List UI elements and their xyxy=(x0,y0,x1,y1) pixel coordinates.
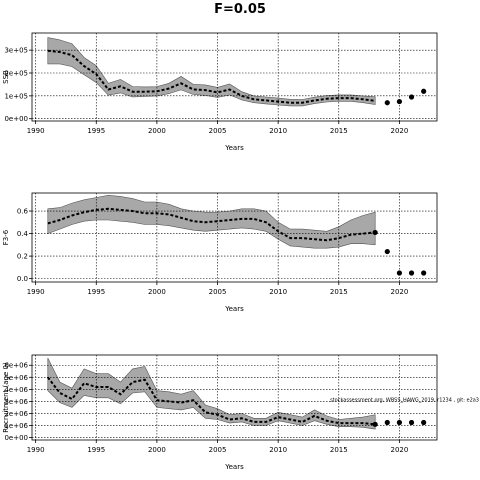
ssb-projection-point xyxy=(421,88,427,94)
fishing-mortality-x-tick-label: 2005 xyxy=(209,288,227,296)
ssb-x-axis-label: Years xyxy=(224,144,244,152)
ssb-x-tick-label: 2005 xyxy=(209,127,227,135)
ssb-panel: 1990 1995 2000 2005 2010 2015 2020 0e+00 1e+05 2e… xyxy=(2,32,438,152)
recruitment-y-tick-label: 6e+06 xyxy=(4,362,28,370)
fishing-mortality-x-tick-label: 1995 xyxy=(87,288,105,296)
recruitment-y-tick-label: 3e+06 xyxy=(4,398,28,406)
fishing-mortality-y-axis-label: F3-6 xyxy=(2,229,10,245)
fishing-mortality-x-tick-label: 2020 xyxy=(390,288,408,296)
recruitment-projection-point xyxy=(396,419,403,426)
ssb-x-tick-label: 1995 xyxy=(87,127,105,135)
recruitment-x-tick-label: 2020 xyxy=(390,446,408,454)
ssb-y-axis-label: SSB xyxy=(2,70,10,84)
recruitment-axes-frame xyxy=(31,354,438,441)
recruitment-y-tick-label: 4e+06 xyxy=(4,386,28,394)
recruitment-x-tick-label: 2005 xyxy=(209,446,227,454)
ssb-axes-frame xyxy=(31,32,438,122)
fishing-mortality-y-tick-label: 0.4 xyxy=(17,230,29,238)
recruitment-y-axis-label: Recruitment (age 0) xyxy=(2,362,10,433)
recruitment-x-tick-label: 2015 xyxy=(330,446,348,454)
fishing-mortality-x-tick-label: 1990 xyxy=(27,288,45,296)
recruitment-projection-point xyxy=(408,419,415,426)
recruitment-confidence-band xyxy=(47,357,376,430)
recruitment-y-tick-label: 2e+06 xyxy=(4,410,28,418)
fishing-mortality-y-tick-label: 0.2 xyxy=(17,253,28,261)
ssb-confidence-band xyxy=(47,37,376,107)
fishing-mortality-axes-frame xyxy=(31,192,438,283)
ssb-x-tick-label: 2000 xyxy=(148,127,166,135)
ssb-x-tick-label: 2010 xyxy=(269,127,287,135)
fishing-mortality-x-tick-label: 2000 xyxy=(148,288,166,296)
ssb-x-tick-label: 2015 xyxy=(330,127,348,135)
recruitment-y-tick-label: 1e+06 xyxy=(4,422,28,430)
fishing-mortality-projection-point xyxy=(408,270,415,276)
recruitment-x-tick-label: 1995 xyxy=(87,446,105,454)
ssb-median-line xyxy=(47,49,376,104)
ssb-y-tick-label: 1e+05 xyxy=(4,92,28,100)
fishing-mortality-y-tick-label: 0.6 xyxy=(17,208,29,216)
fishing-mortality-panel: 1990 1995 2000 2005 2010 2015 2020 0.0 0.2 0.4 0.6… xyxy=(2,192,438,313)
fishing-mortality-median-line xyxy=(47,207,376,242)
recruitment-x-tick-label: 1990 xyxy=(27,446,45,454)
ssb-y-tick-label: 0e+00 xyxy=(4,115,28,123)
recruitment-panel: 1990 1995 2000 2005 2010 2015 2020 0e+00 1e+06 2e… xyxy=(2,354,479,471)
ssb-projection-point xyxy=(396,98,403,105)
recruitment-projection-point xyxy=(372,421,378,427)
fishing-mortality-projection-point xyxy=(421,270,427,276)
ssb-y-tick-label: 3e+05 xyxy=(4,47,28,55)
recruitment-projection-point xyxy=(384,419,390,426)
recruitment-median-line xyxy=(47,376,376,426)
recruitment-projection-point xyxy=(421,419,427,426)
fishing-mortality-x-tick-label: 2015 xyxy=(330,288,348,296)
fishing-mortality-x-axis-label: Years xyxy=(224,305,244,313)
ssb-x-tick-label: 2020 xyxy=(390,127,408,135)
recruitment-y-tick-label: 0e+00 xyxy=(4,434,28,442)
recruitment-annotation: stockassessment.org, WBSS_HAWG_2019, r12… xyxy=(330,398,479,404)
ssb-x-tick-label: 1990 xyxy=(27,127,45,135)
fishing-mortality-x-tick-label: 2010 xyxy=(269,288,287,296)
figure-title: F=0.05 xyxy=(214,2,266,17)
ssb-y-tick-label: 2e+05 xyxy=(4,70,28,78)
ssb-projection-point xyxy=(408,94,415,100)
fishing-mortality-projection-point xyxy=(396,270,403,276)
recruitment-x-tick-label: 2010 xyxy=(269,446,287,454)
recruitment-x-axis-label: Years xyxy=(224,463,244,471)
recruitment-y-tick-label: 5e+06 xyxy=(4,374,28,382)
fishing-mortality-projection-point xyxy=(372,229,378,236)
fishing-mortality-projection-point xyxy=(384,248,390,255)
fishing-mortality-y-tick-label: 0.0 xyxy=(17,275,28,283)
ssb-projection-point xyxy=(384,100,390,106)
recruitment-x-tick-label: 2000 xyxy=(148,446,166,454)
